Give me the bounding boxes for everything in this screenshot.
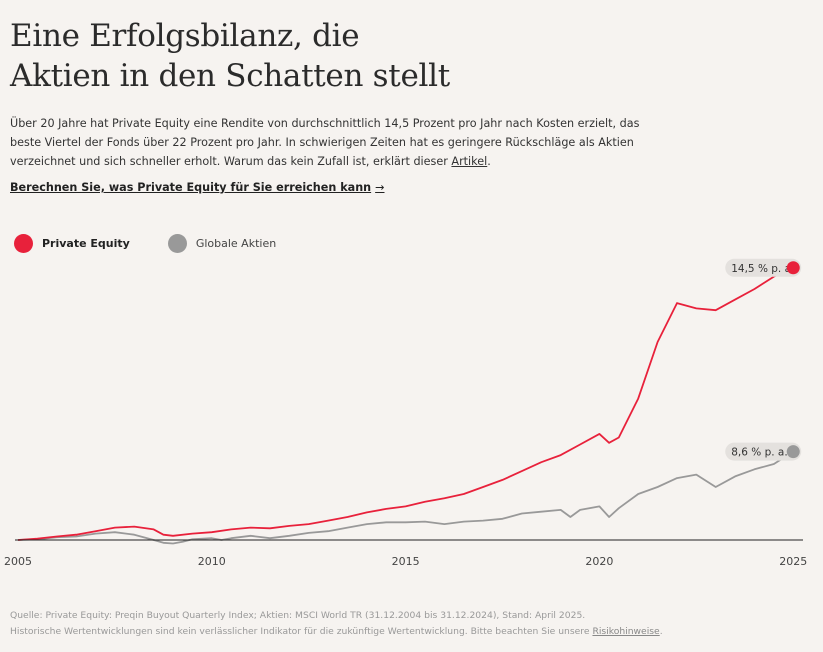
x-tick-label: 2025 xyxy=(779,555,807,568)
legend-item-private-equity[interactable]: Private Equity xyxy=(14,234,130,253)
global-equities-dot-icon xyxy=(167,234,187,253)
title-line-1: Eine Erfolgsbilanz, die xyxy=(10,18,360,54)
private-equity-dot-icon xyxy=(14,234,33,253)
source-note: Quelle: Private Equity: Preqin Buyout Qu… xyxy=(10,610,586,621)
global-equities-end-label-bg xyxy=(725,442,802,461)
legend-label-private-equity: Private Equity xyxy=(42,237,130,250)
chart-footer: Quelle: Private Equity: Preqin Buyout Qu… xyxy=(10,608,810,640)
global-equities-end-marker xyxy=(786,445,800,459)
legend-item-global-equities[interactable]: Globale Aktien xyxy=(167,234,277,253)
global-equities-end-label: 8,6 % p. a. xyxy=(731,447,787,459)
private-equity-end-marker xyxy=(786,261,800,275)
calculator-link[interactable]: Berechnen Sie, was Private Equity für Si… xyxy=(10,181,385,194)
private-equity-series-line xyxy=(17,266,794,541)
article-link[interactable]: Artikel xyxy=(451,155,488,168)
disclaimer-note: Historische Wertentwicklungen sind kein … xyxy=(10,624,810,640)
risk-notice-link[interactable]: Risikohinweise xyxy=(592,626,660,637)
x-tick-label: 2015 xyxy=(392,555,420,568)
page-title: Eine Erfolgsbilanz, die Aktien in den Sc… xyxy=(10,16,710,96)
disclaimer-text: Historische Wertentwicklungen sind kein … xyxy=(10,626,593,637)
intro-end: . xyxy=(487,155,491,168)
legend-label-global-equities: Globale Aktien xyxy=(195,237,277,250)
private-equity-end-label-bg xyxy=(725,258,802,277)
title-line-2: Aktien in den Schatten stellt xyxy=(10,58,450,94)
calculator-link-label[interactable]: Berechnen Sie, was Private Equity für Si… xyxy=(10,181,372,194)
x-tick-label: 2005 xyxy=(4,555,32,568)
line-chart: 2005 2010 2015 2020 2025 14,5 % p. a. 8,6 % p.… xyxy=(4,258,807,568)
global-equities-series-line xyxy=(17,450,794,545)
x-tick-label: 2020 xyxy=(585,555,613,568)
intro-paragraph: Über 20 Jahre hat Private Equity eine Re… xyxy=(10,114,650,171)
chart-legend: Private Equity Globale Aktien xyxy=(14,234,314,253)
intro-text: Über 20 Jahre hat Private Equity eine Re… xyxy=(10,117,640,168)
disclaimer-end: . xyxy=(659,626,663,637)
private-equity-end-label: 14,5 % p. a. xyxy=(731,263,794,275)
x-tick-label: 2010 xyxy=(198,555,226,568)
arrow-right-icon: → xyxy=(375,181,385,194)
